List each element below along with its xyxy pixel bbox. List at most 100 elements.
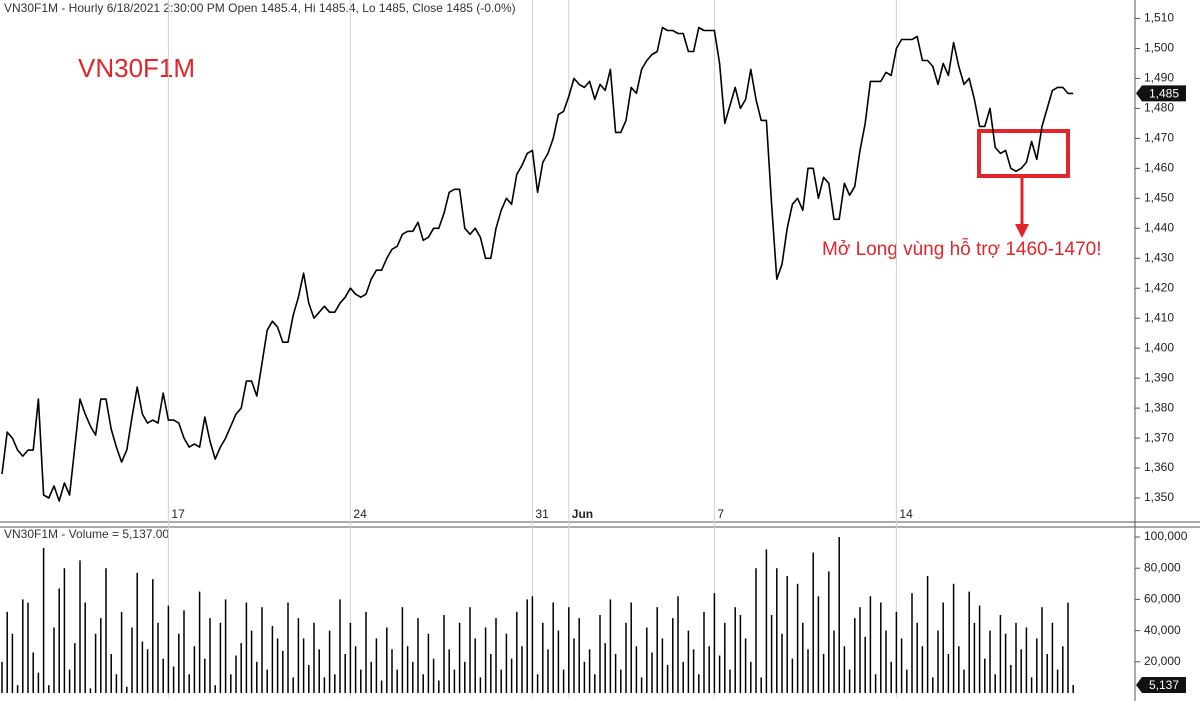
volume-bar xyxy=(250,630,253,693)
volume-bar xyxy=(391,649,393,693)
volume-bar xyxy=(661,638,664,693)
volume-bar xyxy=(230,674,232,693)
volume-bar xyxy=(1036,638,1038,693)
y-tick-label: 1,490 xyxy=(1144,71,1174,85)
volume-bar xyxy=(984,658,986,693)
y-tick-label: 1,500 xyxy=(1144,41,1174,55)
volume-bar xyxy=(1051,622,1054,693)
volume-bar xyxy=(750,661,752,693)
volume-bar xyxy=(318,649,320,693)
volume-bar xyxy=(864,636,866,693)
volume-bar xyxy=(37,672,40,693)
volume-bar xyxy=(588,649,591,693)
volume-bar xyxy=(323,677,326,693)
volume-bar xyxy=(958,646,960,693)
volume-bar xyxy=(198,591,201,693)
volume-bar xyxy=(932,677,934,693)
volume-bar xyxy=(443,615,445,693)
volume-bar xyxy=(261,607,263,693)
volume-bar xyxy=(874,674,877,693)
volume-bar xyxy=(755,568,757,693)
volume-bar xyxy=(152,579,154,693)
volume-bar xyxy=(687,630,690,693)
volume-bar xyxy=(963,669,965,693)
volume-bar xyxy=(739,615,742,693)
volume-bar xyxy=(1020,649,1022,693)
y-tick-label: 1,350 xyxy=(1144,490,1174,504)
volume-bar xyxy=(48,685,50,693)
volume-bar xyxy=(573,638,575,693)
volume-bar xyxy=(776,568,778,693)
volume-bar xyxy=(126,686,128,693)
volume-bar xyxy=(6,611,8,693)
volume-bar xyxy=(375,638,378,693)
last-value-label: 1,485 xyxy=(1149,87,1179,101)
volume-bar xyxy=(89,688,92,693)
volume-bar xyxy=(516,611,518,693)
y-tick-label: 20,000 xyxy=(1144,654,1181,668)
y-tick-label: 100,000 xyxy=(1144,529,1188,543)
volume-bar xyxy=(578,618,580,693)
y-tick-label: 1,390 xyxy=(1144,370,1174,384)
volume-bar xyxy=(1067,602,1069,693)
volume-bar xyxy=(599,615,601,693)
volume-bar xyxy=(713,593,716,693)
volume-bar xyxy=(365,611,367,693)
volume-bar xyxy=(703,611,705,693)
volume-bar xyxy=(1025,627,1028,693)
y-tick-label: 1,370 xyxy=(1144,430,1174,444)
volume-bar xyxy=(526,599,528,693)
volume-bar xyxy=(521,646,523,693)
volume-bar xyxy=(188,674,190,693)
volume-bar xyxy=(531,596,534,693)
y-tick-label: 1,450 xyxy=(1144,190,1174,204)
volume-bar xyxy=(843,646,846,693)
volume-bar xyxy=(921,646,924,693)
volume-bar xyxy=(344,654,346,693)
y-tick-label: 1,410 xyxy=(1144,310,1174,324)
chart-title: VN30F1M xyxy=(78,53,195,83)
y-tick-label: 1,440 xyxy=(1144,220,1174,234)
volume-bar xyxy=(666,664,669,693)
volume-bar xyxy=(833,630,835,693)
volume-bar xyxy=(458,622,461,693)
volume-bar xyxy=(53,627,55,693)
volume-bar xyxy=(947,654,950,693)
volume-bar xyxy=(79,560,81,693)
volume-bar xyxy=(724,622,726,693)
volume-bar xyxy=(770,615,773,693)
volume-bar xyxy=(354,646,357,693)
volume-bar xyxy=(562,669,565,693)
volume-bar xyxy=(557,630,560,693)
volume-bar xyxy=(656,607,658,693)
volume-bar xyxy=(282,650,284,693)
volume-bar xyxy=(495,618,497,693)
volume-bar xyxy=(635,646,638,693)
volume-bar xyxy=(646,627,648,693)
y-tick-label: 1,460 xyxy=(1144,161,1174,175)
volume-bar xyxy=(110,654,112,693)
volume-bar xyxy=(500,669,502,693)
y-tick-label: 1,480 xyxy=(1144,101,1174,115)
volume-bar xyxy=(94,633,97,693)
volume-bar xyxy=(989,630,991,693)
x-tick-label: 31 xyxy=(535,507,549,521)
volume-bar xyxy=(136,572,138,693)
volume-bar xyxy=(292,677,294,693)
volume-bar xyxy=(276,638,279,693)
volume-bar xyxy=(209,618,211,693)
volume-bar xyxy=(672,618,674,693)
volume-bar xyxy=(916,622,918,693)
volume-bar xyxy=(287,602,289,693)
volume-bar xyxy=(427,633,430,693)
volume-bar xyxy=(240,643,242,693)
volume-bar xyxy=(583,661,586,693)
volume-bar xyxy=(869,596,872,693)
volume-bar xyxy=(1056,669,1059,693)
volume-bar xyxy=(911,593,913,693)
volume-bar xyxy=(802,622,804,693)
volume-bar xyxy=(313,622,315,693)
volume-bar xyxy=(193,646,196,693)
volume-bar xyxy=(568,607,570,693)
volume-bar xyxy=(245,602,248,693)
